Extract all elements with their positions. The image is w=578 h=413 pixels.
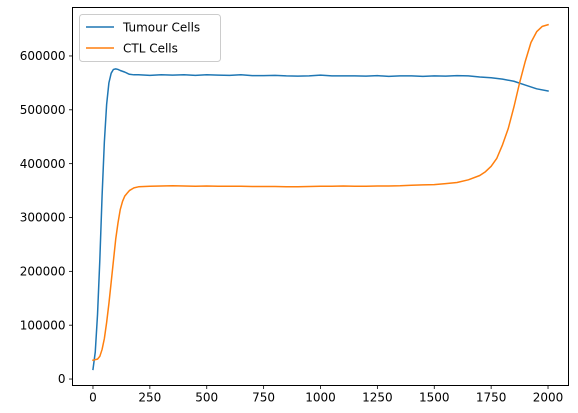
y-axis: 0 100000 200000 300000 400000 500000 600000 — [20, 49, 73, 386]
series-line-ctl-cells — [92, 23, 549, 362]
x-tick-label: 1250 — [362, 391, 393, 405]
x-axis: 0 250 500 750 1000 1250 1500 1750 2000 — [89, 385, 564, 405]
legend-label-ctl-cells: CTL Cells — [123, 42, 178, 56]
x-tick-label: 1500 — [419, 391, 450, 405]
series-layer — [92, 23, 549, 371]
legend: Tumour Cells CTL Cells — [79, 14, 221, 62]
y-tick-label: 100000 — [20, 318, 66, 332]
series-line-tumour-cells — [92, 68, 549, 371]
y-tick-label: 200000 — [20, 265, 66, 279]
x-tick-label: 1750 — [476, 391, 507, 405]
y-tick-label: 600000 — [20, 49, 66, 63]
x-tick-label: 500 — [195, 391, 218, 405]
y-tick-label: 0 — [58, 372, 66, 386]
y-tick-label: 300000 — [20, 211, 66, 225]
legend-box — [79, 14, 221, 62]
y-tick-label: 500000 — [20, 103, 66, 117]
x-tick-label: 1000 — [305, 391, 336, 405]
x-tick-label: 250 — [138, 391, 161, 405]
x-tick-label: 2000 — [533, 391, 564, 405]
x-tick-label: 0 — [89, 391, 97, 405]
y-tick-label: 400000 — [20, 157, 66, 171]
plot-frame — [72, 7, 569, 386]
legend-label-tumour-cells: Tumour Cells — [122, 21, 200, 35]
x-tick-label: 750 — [252, 391, 275, 405]
